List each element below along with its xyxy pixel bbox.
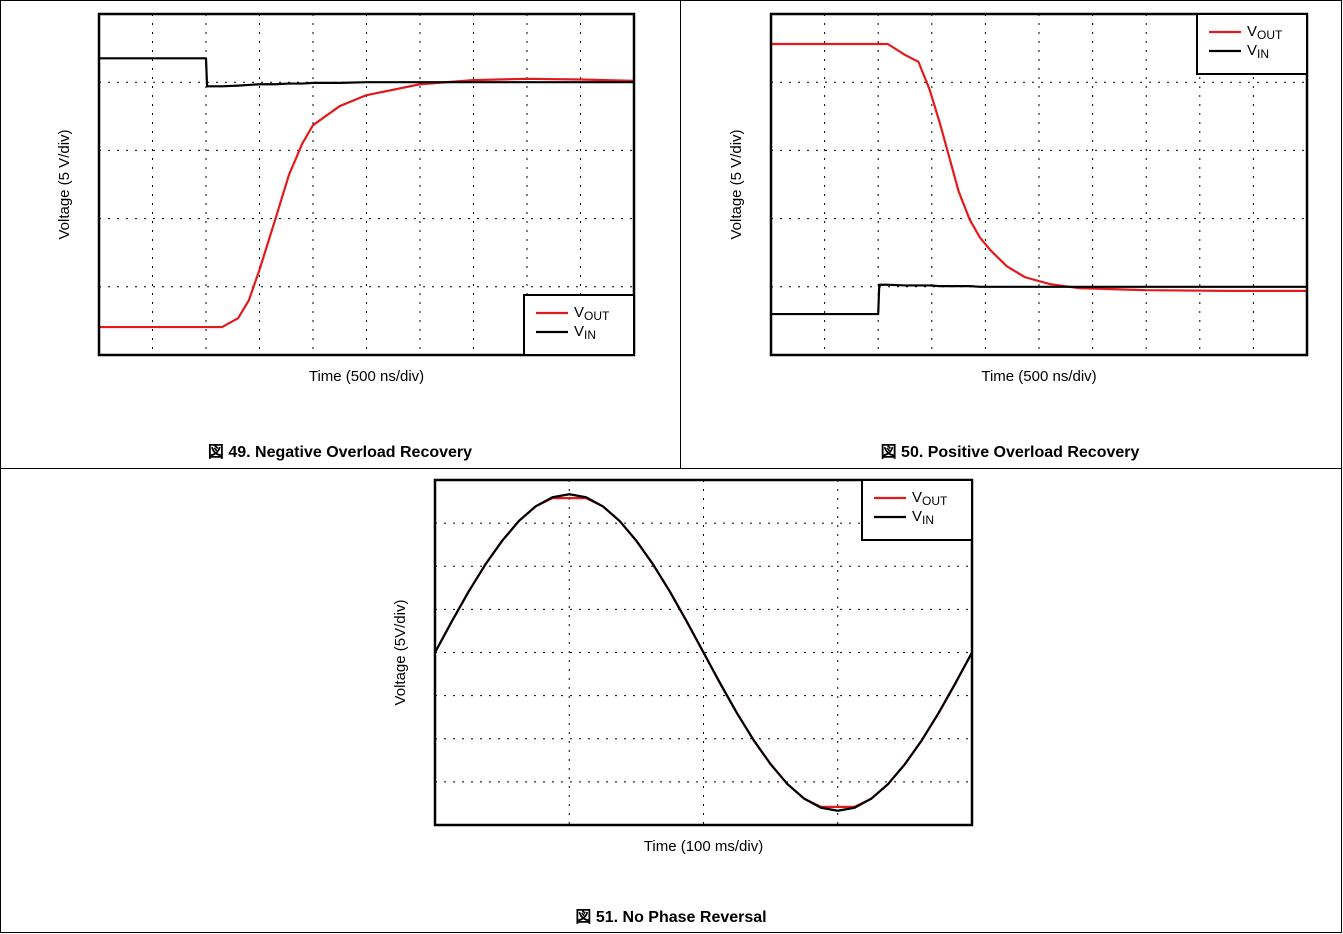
legend-label: VOUT [1247, 23, 1283, 42]
x-axis-title: Time (500 ns/div) [981, 368, 1096, 385]
legend-box [1196, 13, 1308, 75]
legend-label: VOUT [574, 304, 610, 323]
series-line [434, 493, 973, 812]
plot-frame [769, 12, 1309, 357]
x-axis-title: Time (500 ns/div) [309, 368, 424, 385]
legend-label: VIN [1247, 42, 1269, 61]
legend-box [861, 479, 973, 541]
x-axis-title: Time (100 ms/div) [644, 838, 763, 855]
y-axis-title: Voltage (5 V/div) [728, 129, 745, 239]
y-axis-title: Voltage (5V/div) [392, 600, 409, 706]
y-axis-title: Voltage (5 V/div) [56, 129, 73, 239]
figure-caption: 図 50. Positive Overload Recovery [881, 443, 1140, 461]
series-line [99, 77, 635, 329]
series-line [771, 283, 1307, 316]
figure-caption: 図 49. Negative Overload Recovery [208, 443, 472, 461]
legend-label: VIN [912, 508, 934, 527]
plot-frame [433, 478, 974, 827]
legend-box [523, 294, 635, 356]
figure-caption: 図 51. No Phase Reversal [575, 908, 766, 926]
series-line [99, 57, 634, 88]
legend-label: VOUT [912, 489, 948, 508]
legend-label: VIN [574, 323, 596, 342]
plot-frame [97, 12, 636, 357]
